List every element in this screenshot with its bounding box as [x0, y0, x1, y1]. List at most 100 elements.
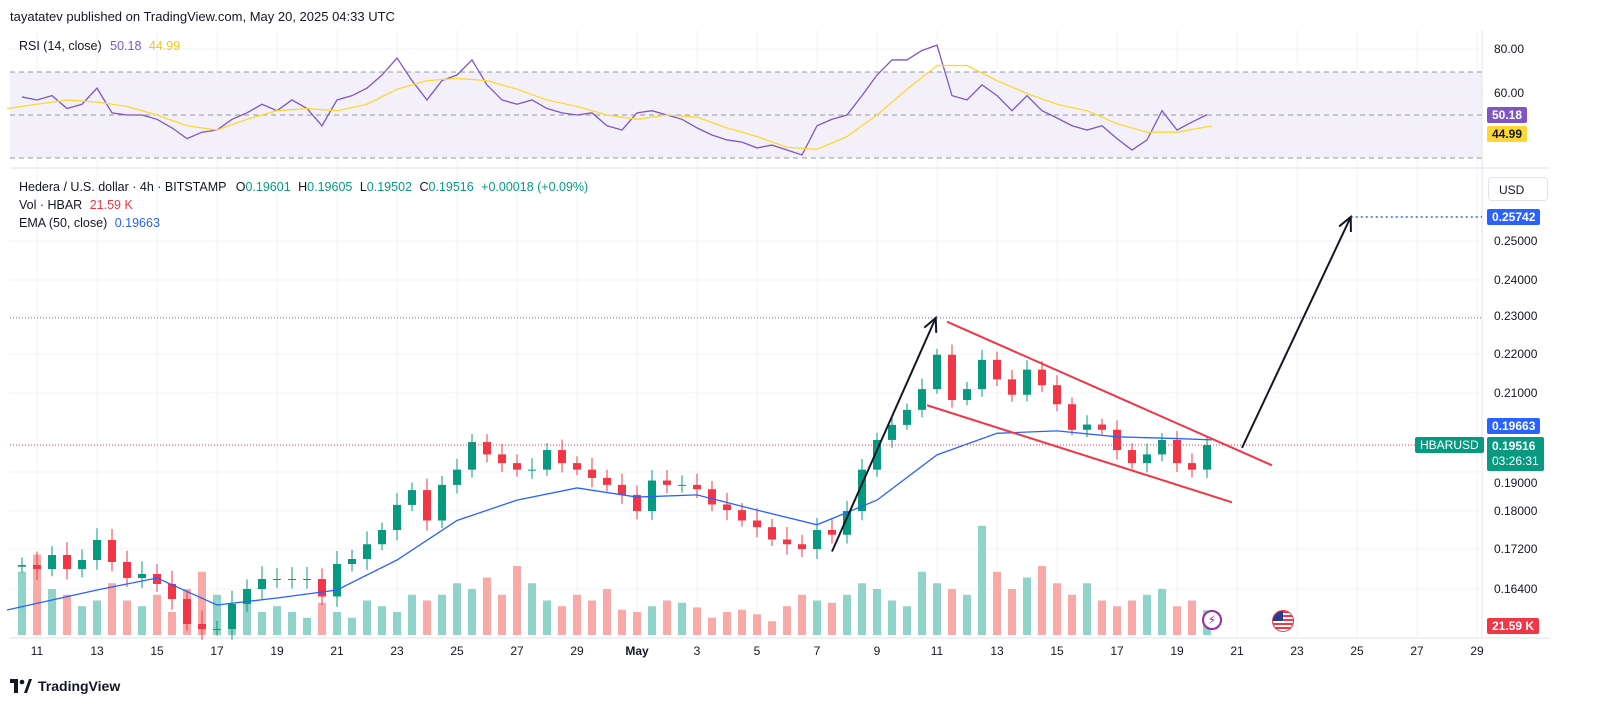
candle-body	[1038, 369, 1046, 386]
volume-bar	[348, 617, 356, 635]
rsi-tick: 80.00	[1494, 42, 1525, 56]
volume-bar	[288, 612, 296, 635]
time-tick: 29	[570, 644, 584, 658]
time-tick: 17	[210, 644, 224, 658]
volume-bar	[363, 600, 371, 635]
lightning-icon[interactable]: ⚡	[1202, 610, 1222, 630]
candle-body	[753, 520, 761, 528]
time-tick: 17	[1110, 644, 1124, 658]
candle-body	[408, 490, 416, 505]
candle-body	[1173, 439, 1181, 464]
candle-body	[873, 439, 881, 470]
candle-body	[18, 565, 26, 567]
volume-bar	[903, 606, 911, 635]
candle-body	[318, 579, 326, 597]
ema-price-badge: 0.19663	[1487, 418, 1541, 434]
volume-bar	[438, 594, 446, 635]
volume-bar	[978, 525, 986, 635]
volume-bar	[1083, 583, 1091, 635]
volume-bar	[513, 566, 521, 635]
candle-body	[738, 510, 746, 521]
volume-bar	[783, 606, 791, 635]
rsi-ma-line	[6, 64, 1213, 151]
rsi-ma-legend-value: 44.99	[148, 39, 181, 53]
time-tick: 27	[1410, 644, 1424, 658]
time-tick: 25	[1350, 644, 1364, 658]
candle-body	[333, 564, 341, 597]
publish-info: tayatatev published on TradingView.com, …	[10, 9, 395, 24]
candle-body	[543, 450, 551, 470]
rsi-legend[interactable]: RSI (14, close) 50.18 44.99	[19, 39, 180, 53]
volume-bar	[1158, 589, 1166, 635]
candle-body	[513, 463, 521, 470]
volume-bar	[1188, 600, 1196, 635]
candle-body	[1008, 379, 1016, 395]
candle-body	[723, 504, 731, 511]
volume-bar	[858, 583, 866, 635]
volume-bar	[1113, 606, 1121, 635]
time-tick: 29	[1470, 644, 1484, 658]
time-tick: 23	[390, 644, 404, 658]
volume-bar	[18, 571, 26, 635]
volume-bar	[603, 589, 611, 635]
candle-body	[1113, 429, 1121, 451]
price-tick: 0.18000	[1494, 504, 1538, 518]
volume-bar	[693, 607, 701, 635]
volume-bar	[588, 600, 596, 635]
arrow-1-line	[831, 317, 937, 552]
time-tick: 15	[1050, 644, 1064, 658]
target-price-badge: 0.25742	[1487, 209, 1541, 225]
candle-body	[588, 469, 596, 478]
tradingview-logo[interactable]: TradingView	[10, 678, 120, 694]
candle-body	[363, 544, 371, 559]
volume-bar	[873, 589, 881, 635]
candle-body	[168, 584, 176, 599]
volume-bar	[828, 602, 836, 635]
candle-body	[468, 442, 476, 470]
ema-legend[interactable]: EMA (50, close) 0.19663	[19, 216, 160, 230]
time-tick: 23	[1290, 644, 1304, 658]
volume-badge: 21.59 K	[1487, 618, 1540, 634]
volume-bar	[738, 609, 746, 635]
volume-bar	[123, 600, 131, 635]
high-value: 0.19605	[307, 180, 353, 194]
time-tick: 13	[990, 644, 1004, 658]
candle-body	[1083, 424, 1091, 430]
change-value: +0.00018 (+0.09%)	[481, 180, 589, 194]
arrowhead-icon	[1338, 214, 1352, 233]
candle-body	[303, 579, 311, 580]
candle-body	[903, 409, 911, 425]
last-price-badge: 0.19516 03:26:31	[1487, 437, 1544, 471]
last-price: 0.19516	[1492, 439, 1536, 453]
volume-bar	[888, 600, 896, 635]
candle-body	[933, 354, 941, 390]
low-label: L	[359, 180, 367, 194]
candle-body	[348, 559, 356, 564]
channel-upper-trendline	[946, 320, 1273, 467]
symbol-legend[interactable]: Hedera / U.S. dollar · 4h · BITSTAMP O0.…	[19, 180, 588, 194]
volume-bar	[1143, 594, 1151, 635]
currency-button[interactable]: USD	[1488, 177, 1548, 201]
time-tick: 11	[930, 644, 944, 658]
volume-bar	[618, 609, 626, 635]
ema-legend-label: EMA (50, close)	[19, 216, 108, 230]
volume-bar	[423, 600, 431, 635]
channel-lower-trendline	[926, 404, 1233, 504]
ema-line	[6, 430, 1213, 611]
candle-body	[393, 504, 401, 530]
volume-bar	[918, 571, 926, 635]
high-label: H	[298, 180, 308, 194]
candle-body	[1203, 445, 1211, 470]
volume-legend-label: Vol · HBAR	[19, 198, 83, 212]
volume-bar	[708, 617, 716, 635]
volume-legend[interactable]: Vol · HBAR 21.59 K	[19, 198, 133, 212]
rsi-tick: 60.00	[1494, 86, 1525, 100]
volume-bar	[108, 583, 116, 635]
volume-bar	[153, 594, 161, 635]
volume-bar	[1008, 589, 1016, 635]
candle-body	[603, 477, 611, 485]
volume-bar	[648, 606, 656, 635]
candle-body	[1143, 454, 1151, 464]
us-flag-icon[interactable]	[1272, 610, 1294, 632]
